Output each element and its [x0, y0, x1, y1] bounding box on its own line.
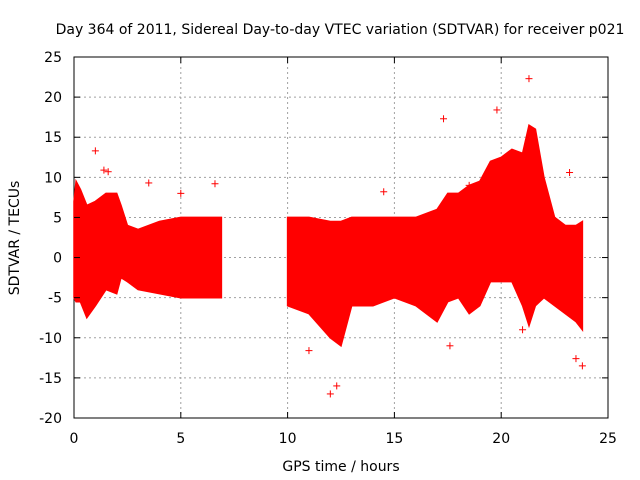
x-tick-label: 20 [492, 431, 510, 447]
data-point [326, 390, 334, 398]
data-point [566, 169, 574, 177]
chart-title: Day 364 of 2011, Sidereal Day-to-day VTE… [56, 22, 625, 38]
x-axis-label: GPS time / hours [282, 459, 399, 475]
x-tick-label: 5 [176, 431, 185, 447]
y-tick-label: -20 [39, 411, 62, 427]
data-band [286, 124, 584, 348]
y-tick-label: -5 [48, 291, 62, 307]
data-point [305, 347, 313, 355]
data-band [73, 178, 223, 320]
data-point [465, 181, 473, 189]
data-point [145, 179, 153, 187]
data-point [380, 188, 388, 196]
data-point [493, 106, 501, 114]
y-tick-label: -15 [39, 371, 62, 387]
x-tick-label: 0 [70, 431, 79, 447]
data-point [211, 180, 219, 188]
data-point [177, 189, 185, 197]
data-point [104, 168, 112, 176]
x-tick-label: 10 [279, 431, 297, 447]
y-tick-label: 5 [53, 210, 62, 226]
axis-ticks: 0 5 10 15 20 25 -20 -15 -10 -5 0 5 10 15 20 25 [39, 50, 617, 447]
y-tick-label: 15 [44, 130, 62, 146]
data-point [578, 362, 586, 370]
data-point [572, 355, 580, 363]
data-point [100, 166, 108, 174]
y-axis-label: SDTVAR / TECUs [7, 181, 23, 296]
x-tick-label: 15 [385, 431, 403, 447]
y-tick-label: 20 [44, 90, 62, 106]
data-point [333, 382, 341, 390]
data-point [446, 342, 454, 350]
y-tick-label: 10 [44, 170, 62, 186]
data-point [91, 147, 99, 155]
y-tick-label: -10 [39, 331, 62, 347]
data-band-group [73, 124, 584, 348]
data-point [525, 75, 533, 83]
y-tick-label: 25 [44, 50, 62, 66]
data-point [519, 326, 527, 334]
data-point [440, 115, 448, 123]
data-points-group [91, 75, 586, 398]
y-tick-label: 0 [53, 251, 62, 267]
x-tick-label: 25 [599, 431, 617, 447]
